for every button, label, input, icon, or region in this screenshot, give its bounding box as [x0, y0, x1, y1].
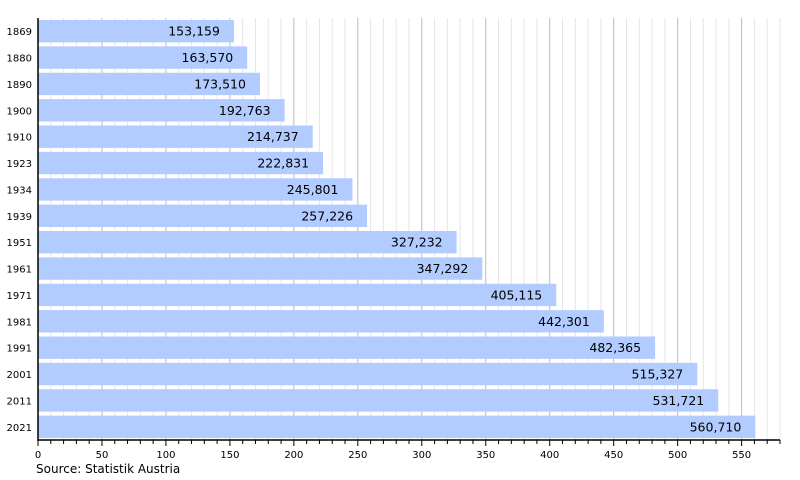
- data-label: 347,292: [417, 261, 469, 276]
- category-label: 2001: [7, 370, 32, 381]
- data-label: 163,570: [182, 50, 234, 65]
- data-label: 515,327: [632, 367, 684, 382]
- data-label: 192,763: [219, 103, 271, 118]
- data-label: 560,710: [690, 419, 742, 434]
- data-label: 531,721: [653, 393, 705, 408]
- bar-1900: [38, 99, 285, 122]
- category-label: 2021: [7, 423, 32, 434]
- category-label: 2011: [7, 396, 32, 407]
- category-label: 1971: [7, 291, 32, 302]
- bar-1971: [38, 283, 557, 307]
- x-tick-label: 50: [96, 450, 109, 461]
- category-label: 1890: [7, 80, 32, 91]
- category-label: 1934: [7, 185, 32, 196]
- source-note: Source: Statistik Austria: [36, 462, 181, 476]
- data-label: 222,831: [257, 156, 309, 171]
- bar-2021: [38, 415, 756, 438]
- x-tick-label: 550: [732, 450, 751, 461]
- category-label: 1900: [7, 106, 32, 117]
- data-label: 405,115: [491, 287, 543, 302]
- bar-1991: [38, 336, 656, 359]
- data-label: 214,737: [247, 129, 299, 144]
- data-label: 153,159: [168, 24, 220, 39]
- x-tick-label: 150: [220, 450, 239, 461]
- bar-1951: [38, 231, 457, 254]
- category-label: 1981: [7, 317, 32, 328]
- x-tick-label: 400: [540, 450, 559, 461]
- category-label: 1880: [7, 54, 32, 65]
- bar-1934: [38, 178, 353, 201]
- x-tick-label: 200: [284, 450, 303, 461]
- data-label: 245,801: [287, 182, 339, 197]
- category-label: 1910: [7, 133, 32, 144]
- data-label: 482,365: [589, 340, 641, 355]
- bar-1923: [38, 151, 324, 175]
- bar-1939: [38, 204, 368, 227]
- category-label: 1923: [7, 159, 32, 170]
- data-label: 442,301: [538, 314, 590, 329]
- bar-2011: [38, 389, 719, 412]
- x-tick-label: 250: [348, 450, 367, 461]
- x-tick-label: 450: [604, 450, 623, 461]
- x-tick-label: 500: [668, 450, 687, 461]
- data-label: 257,226: [301, 208, 353, 223]
- category-label: 1991: [7, 344, 32, 355]
- bar-1869: [38, 20, 234, 43]
- bar-2001: [38, 362, 698, 386]
- bar-1961: [38, 257, 483, 280]
- x-tick-label: 0: [35, 450, 41, 461]
- data-label: 173,510: [194, 76, 246, 91]
- bar-1981: [38, 310, 604, 333]
- category-label: 1951: [7, 238, 32, 249]
- x-tick-label: 350: [476, 450, 495, 461]
- category-label: 1869: [7, 27, 32, 38]
- data-label: 327,232: [391, 235, 443, 250]
- bar-1910: [38, 125, 313, 148]
- x-tick-label: 100: [156, 450, 175, 461]
- bar-1880: [38, 46, 248, 69]
- category-label: 1961: [7, 265, 32, 276]
- category-label: 1939: [7, 212, 32, 223]
- x-tick-label: 300: [412, 450, 431, 461]
- bar-1890: [38, 72, 260, 96]
